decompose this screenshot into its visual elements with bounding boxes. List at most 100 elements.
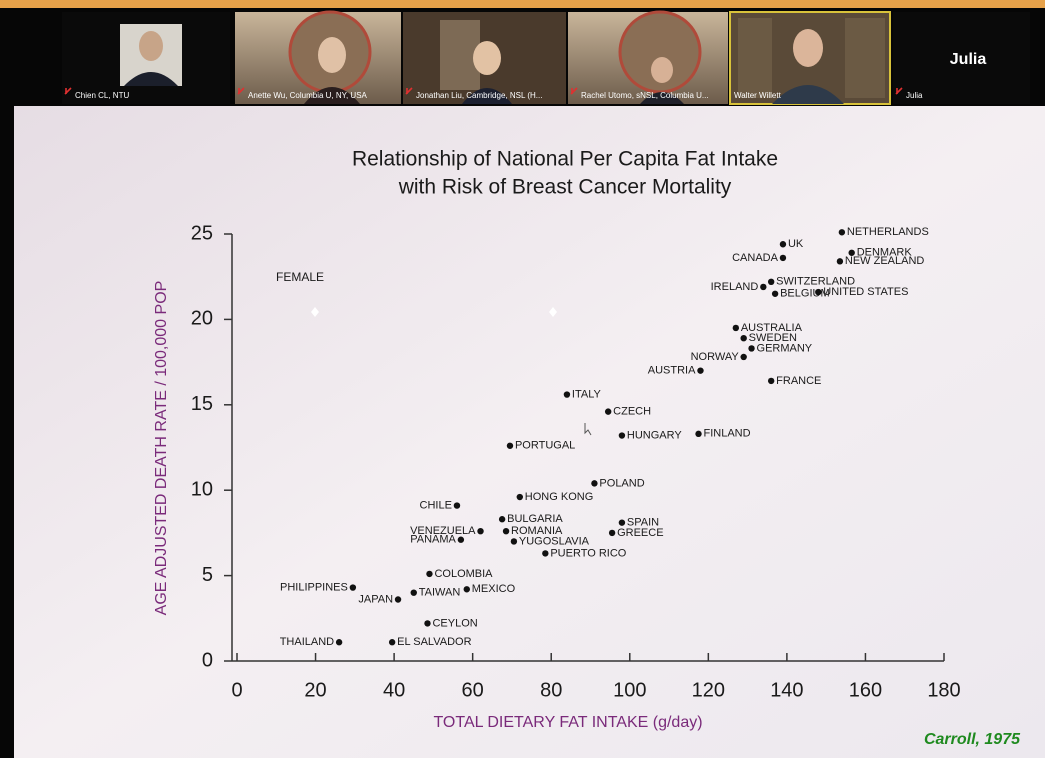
data-point	[619, 432, 625, 438]
point-label: TAIWAN	[419, 587, 461, 599]
data-point	[697, 367, 703, 373]
point-label: CHILE	[420, 499, 452, 511]
point-label: NEW ZEALAND	[845, 255, 925, 267]
face	[318, 37, 346, 73]
point-label: AUSTRIA	[648, 365, 696, 377]
data-point	[542, 550, 548, 556]
participant-name: Walter Willett	[734, 91, 782, 100]
point-label: ITALY	[572, 388, 602, 400]
data-point	[768, 279, 774, 285]
point-label: UK	[788, 238, 804, 250]
point-label: CANADA	[732, 252, 779, 264]
point-label: THAILAND	[280, 636, 334, 648]
data-point	[511, 538, 517, 544]
y-tick-label: 20	[191, 308, 213, 330]
point-label: FRANCE	[776, 375, 821, 387]
participant-name: Chien CL, NTU	[75, 91, 129, 100]
point-label: FINLAND	[704, 428, 751, 440]
x-tick-label: 100	[613, 679, 646, 701]
point-label: HONG KONG	[525, 491, 593, 503]
data-point	[411, 589, 417, 595]
data-point	[424, 620, 430, 626]
data-point	[605, 408, 611, 414]
participant-name: Jonathan Liu, Cambridge, NSL (H...	[416, 91, 542, 100]
data-point	[695, 431, 701, 437]
x-tick-label: 60	[462, 679, 484, 701]
face	[793, 29, 823, 67]
x-tick-label: 140	[770, 679, 803, 701]
data-point	[591, 480, 597, 486]
point-label: GERMANY	[757, 342, 813, 354]
data-point	[768, 378, 774, 384]
y-tick-label: 10	[191, 478, 213, 500]
data-point	[350, 584, 356, 590]
bookshelf	[738, 18, 772, 98]
point-label: JAPAN	[358, 593, 393, 605]
data-point	[780, 255, 786, 261]
data-point	[503, 528, 509, 534]
y-axis-label: AGE ADJUSTED DEATH RATE / 100,000 POP	[153, 281, 170, 616]
legend-text: FEMALE	[276, 270, 324, 284]
point-label: HUNGARY	[627, 429, 682, 441]
y-tick-label: 15	[191, 393, 213, 415]
data-point	[760, 284, 766, 290]
point-label: PHILIPPINES	[280, 581, 348, 593]
data-point	[815, 289, 821, 295]
point-label: CEYLON	[432, 617, 477, 629]
x-tick-label: 120	[692, 679, 725, 701]
point-label: BELGIUM	[780, 288, 830, 300]
data-point	[336, 639, 342, 645]
point-label: GREECE	[617, 527, 663, 539]
chart-title: Relationship of National Per Capita Fat …	[352, 148, 778, 171]
point-label: BULGARIA	[507, 513, 563, 525]
x-axis-label: TOTAL DIETARY FAT INTAKE (g/day)	[433, 714, 702, 731]
point-label: POLAND	[599, 477, 644, 489]
data-point	[389, 639, 395, 645]
data-point	[499, 516, 505, 522]
face	[651, 57, 673, 83]
point-label: IRELAND	[711, 281, 759, 293]
bookshelf	[845, 18, 885, 98]
data-point	[477, 528, 483, 534]
data-point	[748, 345, 754, 351]
data-point	[464, 586, 470, 592]
y-tick-label: 0	[202, 649, 213, 671]
point-label: PUERTO RICO	[550, 547, 626, 559]
participant-name: Anette Wu, Columbia U, NY, USA	[248, 91, 368, 100]
data-point	[772, 291, 778, 297]
data-point	[395, 596, 401, 602]
point-label: PANAMA	[410, 534, 456, 546]
chart-title: with Risk of Breast Cancer Mortality	[398, 176, 732, 199]
point-label: MEXICO	[472, 583, 516, 595]
data-point	[609, 530, 615, 536]
point-label: NORWAY	[691, 351, 740, 363]
participant-name: Julia	[906, 91, 923, 100]
point-label: PORTUGAL	[515, 440, 575, 452]
point-label: NETHERLANDS	[847, 226, 929, 238]
data-point	[507, 443, 513, 449]
x-tick-label: 20	[304, 679, 326, 701]
x-tick-label: 0	[231, 679, 242, 701]
source: Carroll, 1975	[924, 731, 1021, 748]
data-point	[839, 229, 845, 235]
y-tick-label: 5	[202, 564, 213, 586]
data-point	[454, 502, 460, 508]
data-point	[619, 519, 625, 525]
data-point	[564, 391, 570, 397]
point-label: UNITED STATES	[823, 286, 908, 298]
data-point	[426, 571, 432, 577]
point-label: EL SALVADOR	[397, 636, 471, 648]
screen: Julia Chien CL, NTU Anette Wu, Columbia …	[0, 0, 1045, 758]
data-point	[458, 537, 464, 543]
video-strip: Julia Chien CL, NTU Anette Wu, Columbia …	[62, 12, 1030, 104]
x-tick-label: 160	[849, 679, 882, 701]
data-point	[740, 335, 746, 341]
participant-display-name: Julia	[950, 51, 987, 68]
point-label: COLOMBIA	[434, 568, 493, 580]
participant-name: Rachel Utomo, sNSL, Columbia U...	[581, 91, 709, 100]
top-edge	[0, 0, 1045, 8]
point-label: CZECH	[613, 406, 651, 418]
x-tick-label: 80	[540, 679, 562, 701]
data-point	[733, 325, 739, 331]
x-tick-label: 180	[927, 679, 960, 701]
